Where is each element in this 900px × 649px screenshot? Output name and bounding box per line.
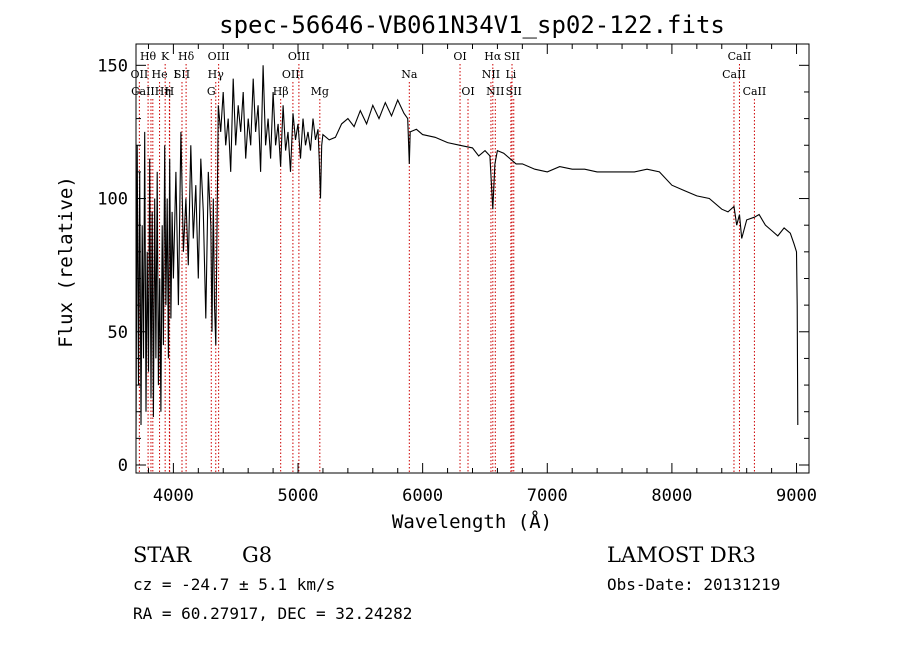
- line-label-13: Hβ: [273, 85, 289, 98]
- object-subclass: G8: [242, 543, 272, 567]
- line-label-16: Mg: [311, 85, 329, 98]
- y-tick-label: 100: [97, 190, 128, 210]
- line-label-22: NII: [486, 85, 504, 98]
- line-label-8: SII: [174, 68, 190, 81]
- line-label-21: NII: [482, 68, 500, 81]
- object-class: STAR: [133, 543, 192, 567]
- line-label-20: Hα: [484, 50, 502, 63]
- line-label-27: CaII: [722, 68, 746, 81]
- y-axis-ticks: 0 50 100 150: [97, 56, 809, 476]
- line-label-12: G: [207, 85, 216, 98]
- line-label-4: He: [152, 68, 168, 81]
- x-axis-label: Wavelength (Å): [392, 510, 552, 533]
- line-label-14: OIII: [288, 50, 310, 63]
- line-label-24: Li: [505, 68, 516, 81]
- line-label-5: K: [161, 50, 170, 63]
- y-tick-label: 50: [108, 323, 128, 343]
- x-tick-label: 9000: [776, 486, 817, 506]
- line-label-6: H: [165, 85, 175, 98]
- line-label-11: Hγ: [208, 68, 225, 81]
- redshift-velocity: cz = -24.7 ± 5.1 km/s: [133, 575, 335, 594]
- y-axis-label: Flux (relative): [55, 176, 77, 348]
- chart-title: spec-56646-VB061N34V1_sp02-122.fits: [219, 11, 725, 39]
- flux-series-line: [135, 65, 799, 439]
- line-label-10: OIII: [208, 50, 230, 63]
- line-label-25: SII: [506, 85, 522, 98]
- line-label-26: CaII: [728, 50, 752, 63]
- y-tick-label: 150: [97, 56, 128, 76]
- line-label-3: Hη: [155, 85, 171, 98]
- line-label-15: OIII: [282, 68, 304, 81]
- line-label-18: OI: [453, 50, 466, 63]
- x-axis-ticks: 4000 5000 6000 7000 8000 9000: [147, 44, 817, 506]
- line-label-1: OII: [131, 68, 149, 81]
- line-label-2: CaII: [131, 85, 155, 98]
- x-tick-label: 6000: [402, 486, 443, 506]
- x-tick-label: 5000: [278, 486, 319, 506]
- observation-date: Obs-Date: 20131219: [607, 575, 780, 594]
- line-label-0: Hθ: [140, 50, 157, 63]
- line-label-28: CaII: [743, 85, 767, 98]
- line-label-17: Na: [401, 68, 418, 81]
- y-tick-label: 0: [118, 456, 128, 476]
- sky-coordinates: RA = 60.27917, DEC = 32.24282: [133, 604, 412, 623]
- x-tick-label: 8000: [651, 486, 692, 506]
- line-label-7: I: [173, 68, 177, 81]
- line-label-23: SII: [504, 50, 520, 63]
- survey-name: LAMOST DR3: [607, 543, 756, 567]
- x-tick-label: 7000: [527, 486, 568, 506]
- line-label-19: OI: [461, 85, 474, 98]
- x-tick-label: 4000: [153, 486, 194, 506]
- line-label-9: Hδ: [178, 50, 195, 63]
